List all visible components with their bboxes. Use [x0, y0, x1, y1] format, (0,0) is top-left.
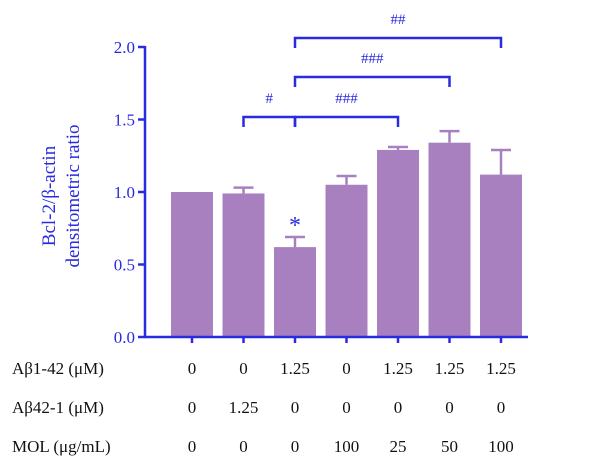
- condition-cell: 1.25: [486, 359, 516, 378]
- x-axis: [144, 335, 528, 343]
- significance-bracket: [293, 36, 503, 48]
- significance-asterisk: *: [289, 213, 301, 239]
- bar: [377, 149, 419, 337]
- y-tick-label: 2.0: [114, 38, 135, 57]
- condition-cell: 0: [497, 398, 506, 417]
- y-tick-label: 1.0: [114, 183, 135, 202]
- y-tick-label: 0.0: [114, 328, 135, 347]
- bar: [428, 142, 471, 337]
- condition-cell: 100: [334, 437, 360, 456]
- y-tick-label: 0.5: [114, 256, 135, 275]
- significance-label: ##: [391, 12, 407, 28]
- bar-series: [171, 142, 522, 337]
- condition-cell: 25: [390, 437, 407, 456]
- condition-cell: 50: [441, 437, 458, 456]
- significance-bracket: [293, 75, 451, 87]
- y-axis-label-line: Bcl-2/β-actin: [39, 145, 60, 246]
- condition-row-label: Aβ1-42 (μM): [12, 359, 104, 378]
- condition-cell: 0: [342, 359, 351, 378]
- condition-cell: 1.25: [435, 359, 465, 378]
- bar: [171, 192, 213, 337]
- y-axis-label-line: densitometric ratio: [63, 125, 84, 268]
- condition-row-label: Aβ42-1 (μM): [12, 398, 104, 417]
- condition-cell: 1.25: [229, 398, 259, 417]
- condition-cell: 0: [291, 437, 300, 456]
- bar: [325, 184, 368, 337]
- condition-cell: 0: [394, 398, 403, 417]
- condition-table: Aβ1-42 (μM) 0 0 1.25 0 1.25 1.25 1.25 Aβ42-1 (μM…: [12, 359, 516, 456]
- condition-cell: 100: [488, 437, 514, 456]
- condition-cell: 1.25: [280, 359, 310, 378]
- condition-cell: 0: [239, 437, 248, 456]
- bar: [274, 247, 316, 337]
- y-axis-label: Bcl-2/β-actin densitometric ratio: [39, 125, 84, 268]
- condition-row-label: MOL (μg/mL): [12, 437, 111, 456]
- bar: [222, 193, 265, 337]
- significance-label: ###: [335, 91, 358, 107]
- condition-cell: 0: [188, 398, 197, 417]
- condition-cell: 0: [445, 398, 454, 417]
- y-tick-label: 1.5: [114, 111, 135, 130]
- condition-cell: 0: [291, 398, 300, 417]
- condition-cell: 0: [188, 437, 197, 456]
- condition-cell: 0: [342, 398, 351, 417]
- error-bars: [233, 129, 511, 248]
- significance-brackets: # ########: [242, 12, 503, 127]
- significance-label: ###: [361, 51, 384, 67]
- bar-annotations: *: [289, 213, 301, 239]
- significance-label: #: [266, 91, 274, 107]
- condition-cell: 0: [188, 359, 197, 378]
- condition-cell: 1.25: [383, 359, 413, 378]
- bar: [480, 174, 522, 337]
- condition-cell: 0: [239, 359, 248, 378]
- significance-bracket: [293, 115, 400, 127]
- significance-bracket: [242, 115, 297, 127]
- y-axis: 0.0 0.5 1.0 1.5 2.0: [114, 38, 147, 347]
